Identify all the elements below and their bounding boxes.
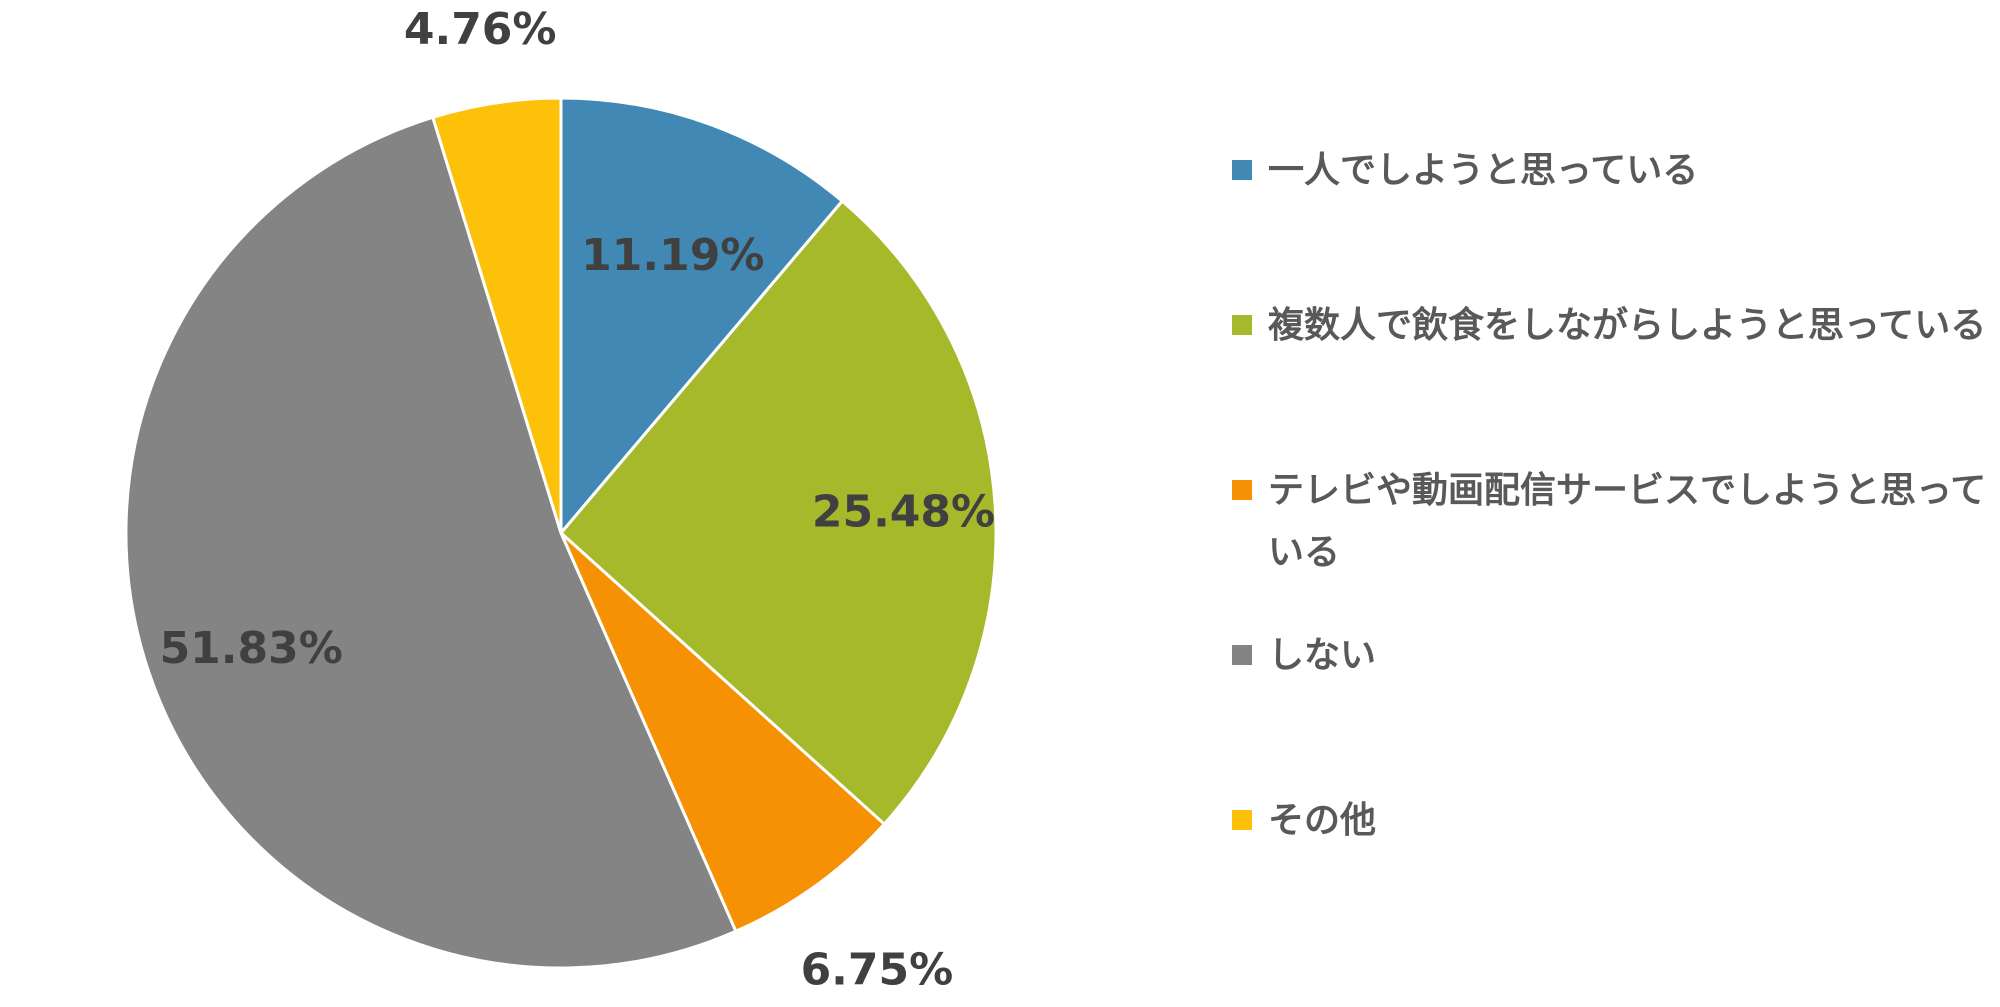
data-label-group-dining: 25.48% [812, 486, 995, 537]
data-label-alone: 11.19% [581, 230, 764, 281]
pie-slice-alone [559, 96, 845, 538]
legend-label-no: しない [1268, 635, 1377, 676]
legend-item-other: その他 [1232, 790, 1988, 852]
legend-item-group-dining: 複数人で飲食をしながらしようと思っている [1232, 295, 1988, 357]
data-label-other: 4.76% [404, 4, 557, 55]
data-label-no: 51.83% [160, 623, 343, 674]
legend-swatch-other [1232, 810, 1252, 830]
pie-slices [124, 96, 998, 970]
data-label-tv-streaming: 6.75% [801, 945, 954, 996]
legend-label-alone: 一人でしようと思っている [1268, 150, 1699, 191]
pie-slice-tv-streaming [559, 531, 887, 934]
legend-item-no: しない [1232, 625, 1988, 687]
legend-swatch-group-dining [1232, 315, 1252, 335]
pie-slice-no [124, 115, 738, 970]
legend-label-tv-streaming: テレビや動画配信サービスでしようと思っている [1268, 470, 1987, 573]
legend-swatch-no [1232, 645, 1252, 665]
pie-slice-group-dining [558, 199, 998, 827]
legend-swatch-tv-streaming [1232, 480, 1252, 500]
legend-item-tv-streaming: テレビや動画配信サービスでしようと思っている [1232, 460, 1988, 584]
legend-label-other: その他 [1268, 800, 1377, 841]
legend-label-group-dining: 複数人で飲食をしながらしようと思っている [1268, 305, 1987, 346]
pie-slice-other [430, 96, 563, 534]
legend-item-alone: 一人でしようと思っている [1232, 140, 1988, 202]
pie-data-labels: 11.19% 25.48% 6.75% 51.83% 4.76% [160, 4, 996, 996]
legend-swatch-alone [1232, 160, 1252, 180]
